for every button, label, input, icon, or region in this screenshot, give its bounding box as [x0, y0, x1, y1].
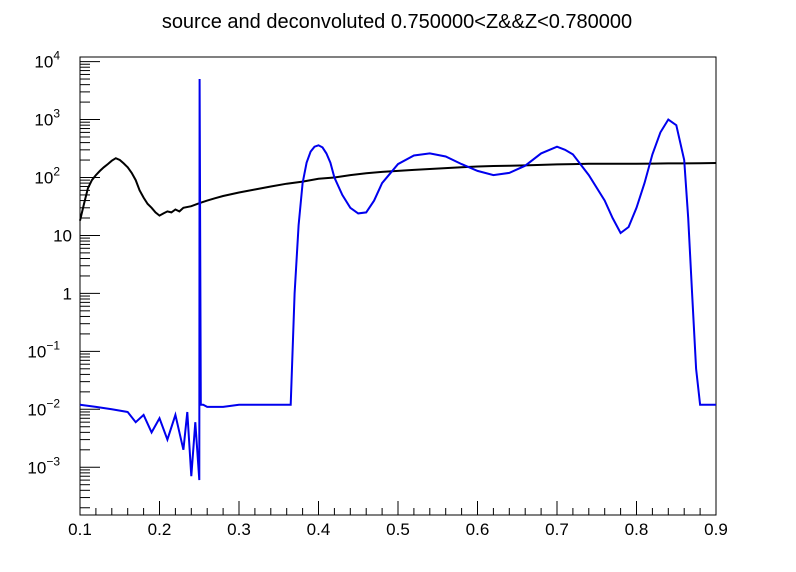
x-tick-label: 0.4 [307, 520, 331, 539]
x-tick-label: 0.7 [545, 520, 569, 539]
y-tick-label: 1 [63, 284, 72, 303]
x-tick-label: 0.8 [625, 520, 649, 539]
y-tick-label: 104 [34, 49, 60, 72]
minor-ticks [80, 63, 701, 515]
y-tick-label: 10−1 [27, 338, 60, 361]
plot-frame [79, 56, 717, 516]
y-tick-label: 10 [53, 226, 72, 245]
x-tick-label: 0.6 [466, 520, 490, 539]
y-tick-label: 103 [34, 107, 60, 130]
y-tick-label: 10−2 [27, 396, 60, 419]
y-tick-label: 102 [34, 164, 60, 187]
series-layer [79, 78, 717, 481]
series-line-2 [79, 78, 716, 481]
series-line-1 [79, 157, 717, 221]
x-axis: 0.1 0.2 0.3 0.4 0.5 0.6 0.7 0.8 0.9 [68, 501, 728, 539]
y-tick-label: 10−3 [27, 454, 60, 477]
x-tick-label: 0.3 [227, 520, 251, 539]
y-axis: 10−3 10−2 10−1 1 10 102 103 104 [27, 49, 100, 477]
x-tick-label: 0.2 [148, 520, 172, 539]
x-tick-label: 0.5 [386, 520, 410, 539]
chart-title: source and deconvoluted 0.750000<Z&&Z<0.… [162, 11, 632, 33]
x-tick-label: 0.1 [68, 520, 92, 539]
x-tick-label: 0.9 [704, 520, 728, 539]
